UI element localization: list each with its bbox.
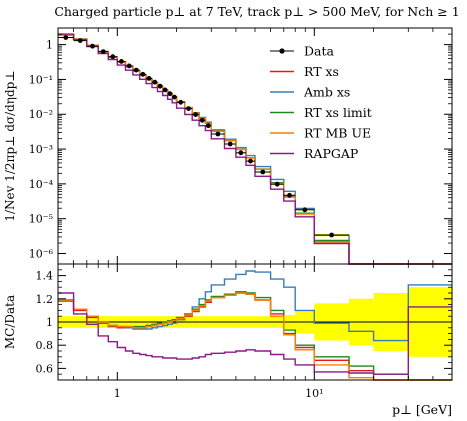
x-tick-label: 1: [114, 387, 121, 400]
top-series-rt-mb-ue: [58, 34, 452, 265]
data-point: [329, 232, 334, 238]
bottom-panel: 0.6 0.8 1 1.2 1.4 1 10¹ MC/Data: [3, 263, 453, 400]
bottom-y-tick-label: 1: [46, 316, 53, 329]
legend-label: RT MB UE: [304, 126, 371, 141]
top-y-tick-label: 10⁻¹: [29, 73, 53, 86]
top-series-rt-xs: [58, 34, 452, 265]
legend-label: Data: [304, 44, 334, 59]
data-point: [100, 49, 106, 54]
data-point: [110, 54, 116, 60]
legend-marker-data-dot: [279, 48, 285, 54]
top-y-tick-label: 10⁻³: [29, 143, 53, 156]
data-point: [152, 79, 158, 85]
data-point: [178, 99, 184, 105]
legend-label: RAPGAP: [304, 146, 358, 161]
data-point: [63, 35, 69, 40]
x-axis-label: p⊥ [GeV]: [392, 402, 452, 417]
x-tick-label: 10¹: [305, 387, 323, 400]
data-point: [199, 117, 205, 123]
ratio-series-rt-mb-ue: [58, 292, 452, 381]
top-y-tick-label: 10⁻⁴: [29, 178, 54, 191]
data-point: [146, 76, 152, 81]
legend: Data RT xs Amb xs RT xs limit RT MB UE RAPGAP: [270, 44, 372, 161]
data-point: [126, 63, 132, 69]
top-series-amb-xs: [58, 34, 452, 265]
data-point: [157, 83, 163, 89]
top-y-tick-label: 10⁻²: [29, 108, 53, 121]
data-point: [238, 150, 244, 156]
data-point: [140, 71, 146, 77]
data-point: [167, 91, 173, 97]
top-series-rapgap: [58, 33, 452, 265]
top-panel: 10⁻⁶ 10⁻⁵ 10⁻⁴ 10⁻³ 10⁻² 10⁻¹ 1 1/Nev 1/2πp⊥ d…: [3, 27, 453, 265]
data-point: [119, 59, 124, 64]
data-point: [193, 112, 199, 117]
data-point: [248, 158, 253, 164]
top-y-tick-label: 10⁻⁵: [29, 213, 53, 226]
data-point: [186, 106, 191, 111]
ratio-series-rt-xs: [58, 292, 452, 381]
data-point: [90, 43, 95, 49]
top-y-tick-label: 10⁻⁶: [29, 248, 54, 261]
data-point: [215, 131, 221, 137]
bottom-y-tick-label: 1.2: [36, 293, 54, 306]
data-point: [287, 192, 292, 198]
bottom-y-tick-label: 0.8: [36, 339, 54, 352]
legend-label: RT xs: [304, 64, 339, 79]
data-point: [162, 87, 168, 93]
chart-title: Charged particle p⊥ at 7 TeV, track p⊥ >…: [54, 4, 459, 19]
bottom-y-tick-label: 0.6: [36, 362, 54, 375]
ratio-series-rapgap: [58, 292, 452, 375]
data-point: [302, 207, 308, 213]
data-point: [260, 169, 266, 175]
legend-label: Amb xs: [303, 85, 350, 100]
top-y-axis-label: 1/Nev 1/2πp⊥ dσ/dηdp⊥: [3, 70, 17, 221]
bottom-y-axis-label: MC/Data: [3, 295, 17, 349]
data-point: [274, 181, 280, 187]
top-series-rt-xs-limit: [58, 34, 452, 265]
data-point: [172, 94, 177, 100]
data-point: [205, 123, 211, 129]
bottom-y-tick-label: 1.4: [36, 270, 54, 283]
data-point: [77, 38, 83, 43]
top-y-tick-label: 1: [46, 39, 53, 52]
data-point: [227, 141, 233, 147]
legend-label: RT xs limit: [304, 105, 372, 120]
data-point: [133, 67, 139, 73]
